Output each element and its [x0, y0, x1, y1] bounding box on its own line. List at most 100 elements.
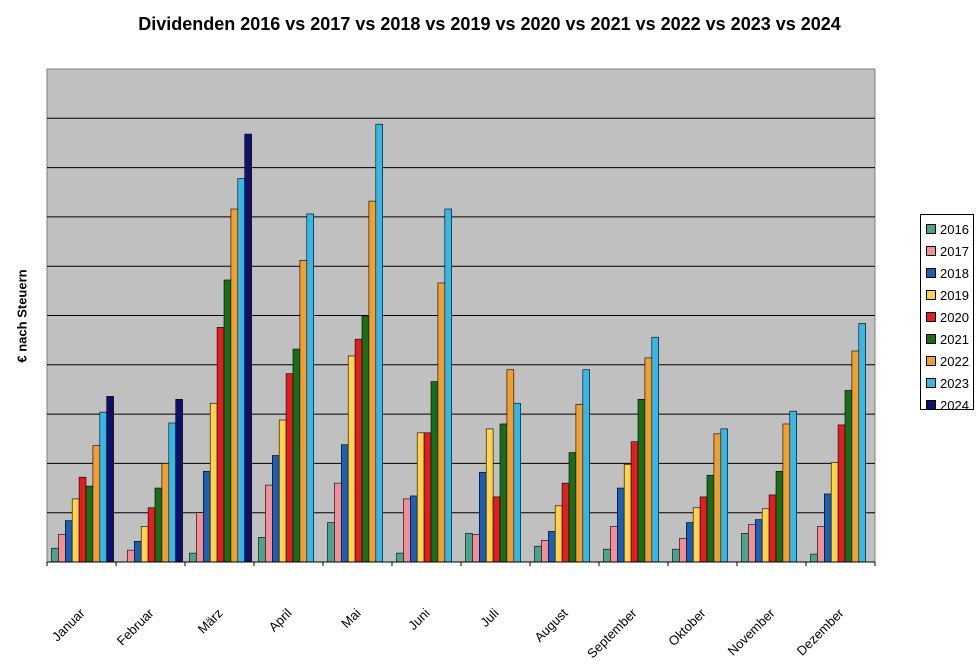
- bar-2017-April: [265, 484, 273, 563]
- bar-2022-Februar: [161, 463, 170, 563]
- legend-label: 2024: [940, 397, 969, 413]
- legend-item-2022: 2022: [926, 350, 973, 372]
- bar-2023-Oktober: [720, 428, 728, 563]
- bar-2019-November: [761, 508, 770, 563]
- bar-2016-März: [189, 552, 197, 563]
- bar-2016-Januar: [51, 547, 59, 563]
- bar-2019-September: [623, 464, 632, 563]
- bar-2017-Mai: [334, 482, 342, 563]
- bar-2022-Juni: [437, 282, 446, 563]
- bar-2019-Juni: [416, 432, 425, 563]
- bar-2023-Dezember: [858, 323, 866, 563]
- bar-2018-September: [616, 487, 625, 563]
- bar-2020-April: [285, 373, 294, 563]
- bar-2020-Oktober: [699, 496, 708, 563]
- x-tick-label-Juli: Juli: [477, 605, 501, 629]
- bar-2016-November: [741, 533, 749, 563]
- bar-2023-April: [306, 213, 314, 563]
- bar-2024-Januar: [106, 396, 114, 563]
- legend-swatch: [926, 224, 936, 234]
- bar-2023-Juni: [444, 208, 452, 563]
- bar-2020-Januar: [78, 476, 87, 563]
- legend-item-2016: 2016: [926, 218, 973, 240]
- bar-2024-März: [244, 133, 252, 563]
- bar-2019-August: [554, 505, 563, 563]
- bar-2022-März: [230, 208, 239, 563]
- bar-2023-November: [789, 410, 797, 563]
- bar-2016-Juli: [465, 533, 473, 563]
- x-tick-label-Februar: Februar: [114, 605, 157, 648]
- bar-2023-September: [651, 336, 659, 563]
- legend-label: 2018: [940, 265, 969, 281]
- bar-2021-Juli: [499, 423, 508, 563]
- bar-2019-Oktober: [692, 507, 701, 563]
- legend-item-2024: 2024: [926, 394, 973, 416]
- legend-label: 2022: [940, 353, 969, 369]
- bar-2022-November: [782, 423, 791, 563]
- bar-2023-Mai: [375, 123, 383, 563]
- bar-2022-Oktober: [713, 433, 722, 563]
- bar-2018-November: [754, 519, 763, 563]
- x-axis: [46, 561, 876, 566]
- bar-2020-August: [561, 482, 570, 563]
- bar-2021-November: [775, 470, 784, 563]
- bar-2017-Juli: [472, 534, 480, 563]
- bar-2019-Februar: [140, 526, 149, 563]
- bar-2016-April: [258, 537, 266, 563]
- legend-swatch: [926, 246, 936, 256]
- bar-2020-März: [216, 327, 225, 563]
- bar-2018-August: [547, 531, 556, 563]
- bar-2018-Mai: [340, 444, 349, 563]
- x-tick-label-August: August: [531, 605, 570, 644]
- bar-2024-Februar: [175, 399, 183, 563]
- bar-2022-Januar: [92, 445, 101, 563]
- bar-2021-September: [637, 399, 646, 563]
- bar-2021-Januar: [85, 485, 94, 563]
- bar-2017-Dezember: [817, 526, 825, 563]
- bar-2016-September: [603, 548, 611, 563]
- bar-2019-April: [278, 419, 287, 563]
- bar-2020-Februar: [147, 507, 156, 563]
- legend-item-2020: 2020: [926, 306, 973, 328]
- bar-2021-Mai: [361, 316, 370, 563]
- bar-2022-Juli: [506, 369, 515, 563]
- bars: [51, 123, 866, 563]
- bar-2021-März: [223, 279, 232, 563]
- bar-2022-September: [644, 357, 653, 563]
- legend-item-2023: 2023: [926, 372, 973, 394]
- bar-2023-März: [237, 178, 246, 563]
- bar-2023-August: [582, 369, 590, 563]
- legend-item-2021: 2021: [926, 328, 973, 350]
- bar-2019-März: [209, 402, 218, 563]
- bar-2020-Juni: [423, 432, 432, 563]
- legend-item-2017: 2017: [926, 240, 973, 262]
- x-tick-label-März: März: [195, 606, 226, 637]
- bar-2019-Januar: [71, 498, 80, 563]
- bar-2018-Juli: [478, 471, 487, 563]
- x-tick-label-Januar: Januar: [49, 605, 88, 644]
- legend-label: 2017: [940, 243, 969, 259]
- legend-swatch: [926, 400, 936, 410]
- bar-2017-Oktober: [679, 538, 687, 563]
- x-tick-label-April: April: [266, 605, 295, 634]
- bar-2019-Juli: [485, 428, 494, 563]
- bar-2017-Februar: [127, 549, 135, 563]
- bar-2017-März: [196, 512, 204, 563]
- legend-label: 2023: [940, 375, 969, 391]
- gridlines: [47, 117, 875, 514]
- bar-2021-August: [568, 452, 577, 563]
- legend-swatch: [926, 356, 936, 366]
- legend-swatch: [926, 312, 936, 322]
- bar-2018-Februar: [134, 540, 142, 563]
- bar-2018-April: [271, 455, 280, 563]
- bar-2021-Oktober: [706, 474, 715, 563]
- bar-2021-April: [292, 348, 301, 563]
- bar-2021-Dezember: [844, 390, 853, 563]
- bar-2020-Dezember: [837, 424, 846, 563]
- bar-2022-Mai: [368, 200, 377, 563]
- x-tick-label-September: September: [584, 605, 640, 661]
- bar-2018-Juni: [409, 495, 418, 563]
- bar-2016-Juni: [396, 552, 404, 563]
- x-tick-label-Juni: Juni: [405, 605, 433, 633]
